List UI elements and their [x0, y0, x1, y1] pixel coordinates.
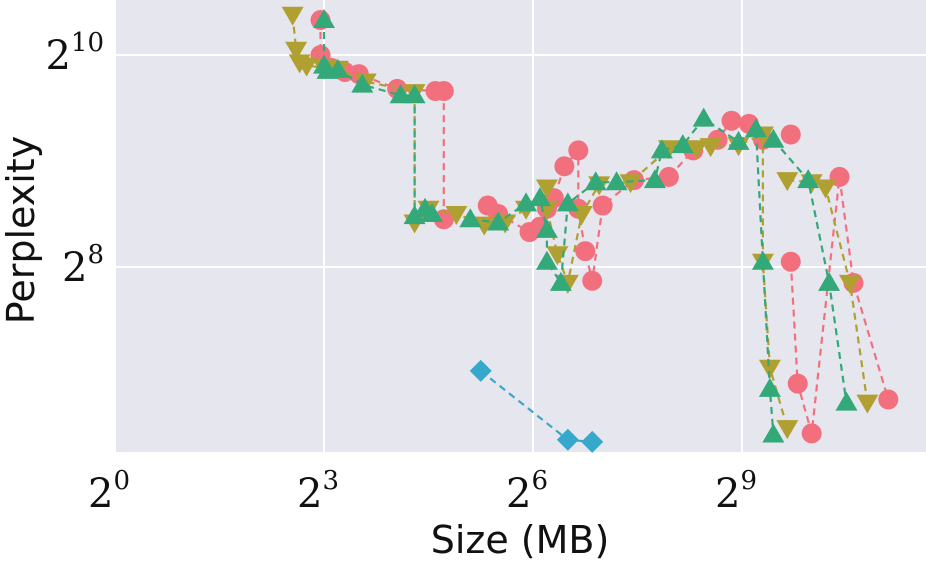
series-3-point-1-18	[762, 423, 785, 443]
series-1-point-1-16	[721, 110, 742, 131]
series-3-point-0-5	[389, 84, 412, 104]
series-3-point-1-7	[556, 192, 579, 212]
series-2-point-1-14	[699, 138, 722, 158]
series-1-point-0-7	[433, 81, 454, 102]
series-3-point-0-7	[403, 205, 426, 225]
x-axis-label: Size (MB)	[431, 518, 610, 562]
x-tick-label-2: 26	[506, 466, 548, 517]
series-layer	[281, 6, 899, 453]
series-1-point-2-2	[801, 423, 822, 444]
series-4-point-0-1	[556, 428, 579, 451]
series-1-point-1-9	[575, 241, 596, 262]
y-axis-label: Perplexity	[0, 136, 43, 324]
x-tick-label-1: 23	[297, 466, 339, 517]
series-3-point-1-5	[535, 250, 558, 270]
series-3-point-2-2	[818, 271, 841, 291]
series-1-point-1-7	[568, 140, 589, 161]
series-4	[469, 359, 604, 453]
series-2-point-0-1	[285, 41, 308, 61]
series-3-point-1-2	[515, 192, 538, 212]
series-1-line-2	[789, 176, 890, 434]
series-3-point-0-9	[420, 203, 443, 222]
series-2-point-1-13	[685, 140, 708, 160]
series-2-point-1-18	[758, 359, 781, 379]
series-1-point-2-1	[787, 373, 808, 394]
y-tick-label-0: 210	[45, 28, 104, 79]
series-3-point-0-0	[313, 9, 335, 29]
series-1-point-1-19	[780, 124, 801, 145]
series-3-point-2-0	[762, 128, 785, 148]
series-3-line-2	[772, 139, 848, 403]
series-3-point-1-13	[692, 107, 715, 127]
y-tick-labels: 210 28	[45, 28, 104, 291]
series-3-point-0-6	[403, 84, 426, 104]
series-3-point-1-0	[459, 208, 482, 228]
series-3-point-1-15	[744, 118, 767, 138]
series-3-point-1-9	[605, 171, 628, 191]
series-2-point-2-4	[856, 394, 879, 414]
series-3-point-1-17	[758, 377, 781, 397]
series-3-point-1-3	[528, 187, 551, 207]
series-3-point-1-4	[535, 218, 558, 238]
series-2-point-1-2	[473, 216, 496, 236]
series-2-point-1-5	[535, 179, 558, 199]
series-3	[313, 9, 858, 443]
series-4-point-0-0	[469, 359, 492, 382]
series-3-point-1-8	[584, 171, 607, 191]
series-3-point-0-4	[351, 73, 374, 93]
series-3-point-2-3	[835, 391, 858, 411]
series-1-point-0-8	[433, 209, 454, 230]
series-3-point-1-11	[650, 139, 673, 159]
series-4-point-0-2	[581, 430, 604, 453]
series-1-point-1-11	[592, 195, 613, 216]
series-2-point-1-19	[776, 420, 799, 440]
series-3-point-1-10	[643, 169, 666, 189]
series-3-point-0-3	[326, 58, 349, 78]
series-3-point-1-12	[671, 134, 694, 154]
series-1-point-2-5	[878, 389, 899, 410]
series-2-point-1-11	[619, 174, 642, 194]
series-1-point-1-10	[582, 270, 603, 291]
y-tick-label-1: 28	[62, 240, 104, 291]
series-3-point-2-1	[797, 169, 820, 189]
series-3-point-1-6	[549, 271, 572, 291]
series-2-point-0-0	[281, 6, 304, 26]
x-tick-labels: 20 23 26 29	[88, 466, 757, 517]
series-3-point-1-16	[751, 250, 774, 270]
series-3-point-1-14	[727, 130, 750, 150]
series-3-point-1-1	[487, 211, 510, 231]
series-2-point-2-0	[776, 172, 799, 192]
series-2-point-1-1	[445, 206, 468, 225]
series-1-point-1-6	[554, 156, 575, 177]
series-2-point-2-2	[814, 179, 837, 199]
series-2-point-2-3	[838, 274, 861, 294]
series-1-point-1-13	[658, 166, 679, 187]
series-2-point-0-3	[295, 57, 318, 77]
x-tick-label-0: 20	[88, 466, 130, 517]
series-1-point-2-0	[780, 251, 801, 272]
x-tick-label-3: 29	[715, 466, 757, 517]
